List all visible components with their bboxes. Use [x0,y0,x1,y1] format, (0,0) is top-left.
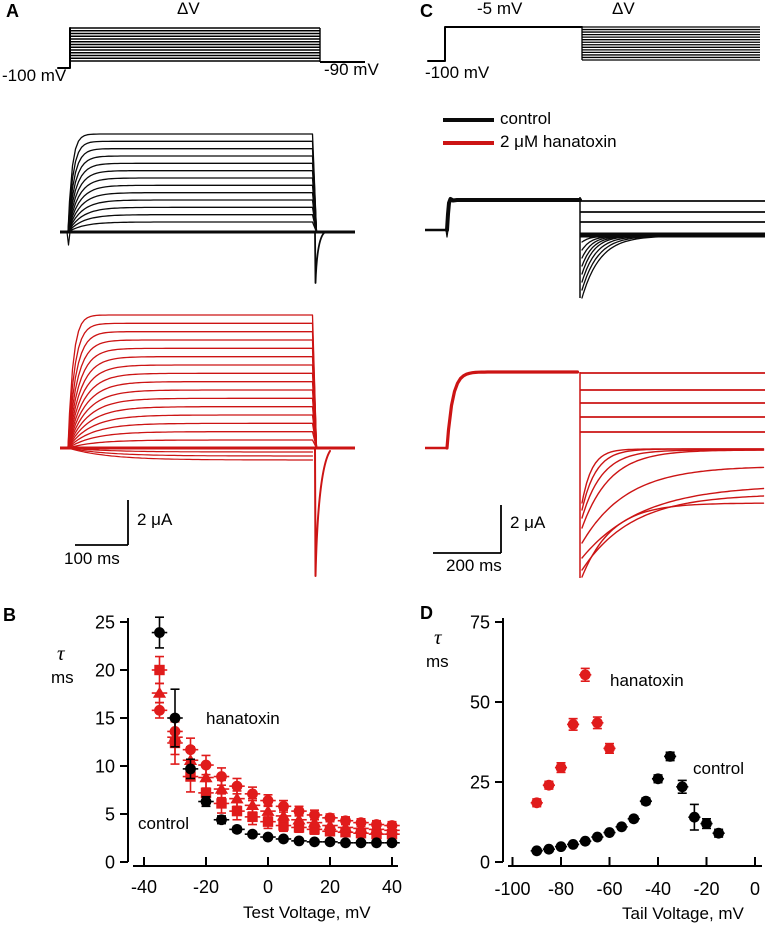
panel-a-scalebar [75,500,129,546]
svg-text:75: 75 [470,613,490,633]
svg-text:-80: -80 [548,879,574,899]
panel-b-letter: B [3,605,16,625]
panel-a-tail-label: -90 mV [324,60,379,79]
panel-a-traces-control [60,133,355,284]
svg-text:5: 5 [105,805,115,825]
panel-c-scalebar-vertical-label: 2 μA [510,513,546,532]
chart-b: 0 5 10 15 20 25 -40 -20 0 20 40 [95,613,402,898]
panel-c-traces-control [425,197,765,299]
panel-b-annotation-hanatoxin: hanatoxin [206,709,280,728]
svg-text:0: 0 [263,877,273,897]
svg-text:0: 0 [105,853,115,873]
panel-a-protocol [57,27,365,69]
svg-text:25: 25 [470,773,490,793]
svg-text:-40: -40 [645,879,671,899]
svg-text:50: 50 [470,693,490,713]
svg-text:20: 20 [320,877,340,897]
panel-d-annotation-hanatoxin: hanatoxin [610,671,684,690]
svg-text:-20: -20 [693,879,719,899]
panel-d-annotation-control: control [693,759,745,778]
panel-c-scalebar [433,505,502,554]
panel-a-holding-label: -100 mV [2,66,67,85]
panel-a-letter: A [6,1,19,21]
svg-text:20: 20 [95,661,115,681]
svg-text:15: 15 [95,709,115,729]
panel-c-holding-label: -100 mV [425,63,490,82]
panel-c-traces-hanatoxin [425,370,765,578]
panel-d-letter: D [420,603,433,623]
panel-b-ylabel-tau: τ [57,641,65,665]
panel-a-scalebar-horizontal-label: 100 ms [64,549,120,568]
svg-text:0: 0 [480,853,490,873]
panel-d-ylabel-units: ms [426,652,449,671]
panel-c-protocol [427,26,760,62]
panel-b-annotation-control: control [138,814,190,833]
panel-c-prepulse-label: -5 mV [477,0,523,18]
legend-label-hanatoxin: 2 μM hanatoxin [500,132,617,151]
panel-a-traces-hanatoxin [60,314,355,577]
svg-text:-60: -60 [596,879,622,899]
svg-text:-40: -40 [131,877,157,897]
panel-b-xaxis-title: Test Voltage, mV [243,903,371,922]
panel-c-letter: C [420,1,433,21]
panel-a-protocol-title: ΔV [177,0,200,18]
panel-b-ylabel-units: ms [51,668,74,687]
svg-text:40: 40 [382,877,402,897]
svg-text:0: 0 [750,879,760,899]
svg-text:-100: -100 [494,879,530,899]
panel-d-xaxis-title: Tail Voltage, mV [622,904,744,923]
panel-c-protocol-title: ΔV [612,0,635,18]
panel-a-scalebar-vertical-label: 2 μA [137,510,173,529]
svg-text:10: 10 [95,757,115,777]
panel-c-scalebar-horizontal-label: 200 ms [446,556,502,575]
chart-d-series-circle [530,667,616,809]
chart-d-series-circle-control [530,751,725,857]
panel-d-ylabel-tau: τ [434,625,442,649]
chart-b-series-circle-control [151,616,400,849]
svg-text:-20: -20 [193,877,219,897]
chart-d: 0 25 50 75 -100 -80 -60 -40 -20 0 [470,613,762,899]
legend-label-control: control [500,109,552,128]
legend-line-control [443,118,494,122]
legend-line-hanatoxin [443,141,494,145]
svg-text:25: 25 [95,613,115,633]
